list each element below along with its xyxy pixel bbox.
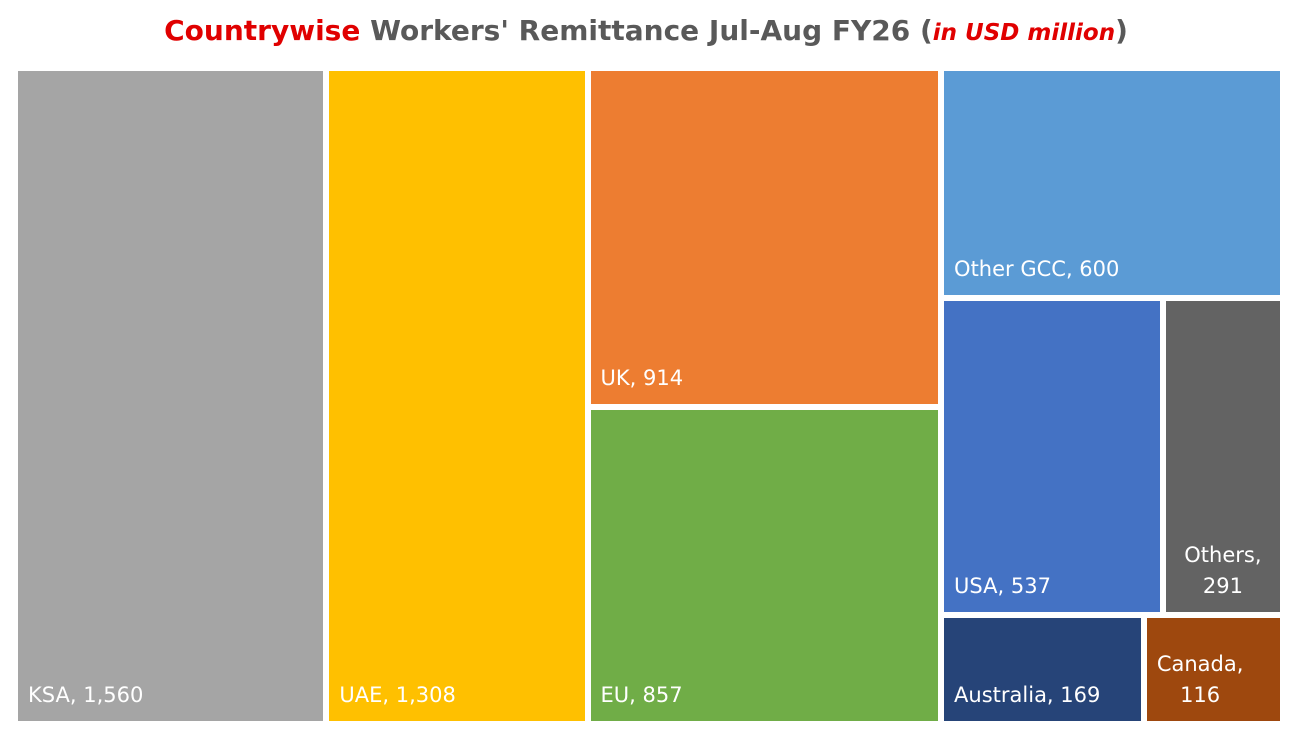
label-ksa: KSA, 1,560 bbox=[28, 683, 144, 707]
treemap: KSA, 1,560 UAE, 1,308 UK, 914 EU, 857 Ot… bbox=[15, 68, 1283, 724]
tile-ksa: KSA, 1,560 bbox=[15, 68, 327, 724]
label-uae: UAE, 1,308 bbox=[339, 683, 456, 707]
label-others-value: 291 bbox=[1202, 573, 1243, 598]
tile-other-gcc: Other GCC, 600 bbox=[941, 68, 1283, 298]
title-accent: Countrywise bbox=[164, 14, 361, 47]
label-canada: Canada, 116 bbox=[1157, 649, 1244, 711]
tile-others: Others, 291 bbox=[1162, 297, 1283, 615]
tile-usa: USA, 537 bbox=[941, 297, 1163, 615]
tile-uk: UK, 914 bbox=[587, 68, 942, 407]
title-main: Workers' Remittance Jul-Aug FY26 ( bbox=[360, 14, 933, 47]
label-canada-value: 116 bbox=[1180, 682, 1221, 707]
tile-eu: EU, 857 bbox=[587, 406, 942, 724]
label-australia: Australia, 169 bbox=[954, 682, 1101, 707]
label-others-name: Others, bbox=[1184, 542, 1262, 567]
label-usa: USA, 537 bbox=[954, 573, 1051, 598]
label-others: Others, 291 bbox=[1166, 540, 1280, 602]
chart-title: Countrywise Workers' Remittance Jul-Aug … bbox=[0, 8, 1292, 56]
tile-australia: Australia, 169 bbox=[941, 614, 1144, 724]
tile-uae: UAE, 1,308 bbox=[326, 68, 588, 724]
title-close: ) bbox=[1115, 14, 1128, 47]
label-other-gcc: Other GCC, 600 bbox=[954, 256, 1120, 281]
tile-canada: Canada, 116 bbox=[1143, 614, 1283, 724]
title-unit: in USD million bbox=[932, 20, 1116, 46]
label-canada-name: Canada, bbox=[1156, 651, 1244, 676]
label-uk: UK, 914 bbox=[600, 365, 684, 390]
label-eu: EU, 857 bbox=[600, 682, 683, 707]
